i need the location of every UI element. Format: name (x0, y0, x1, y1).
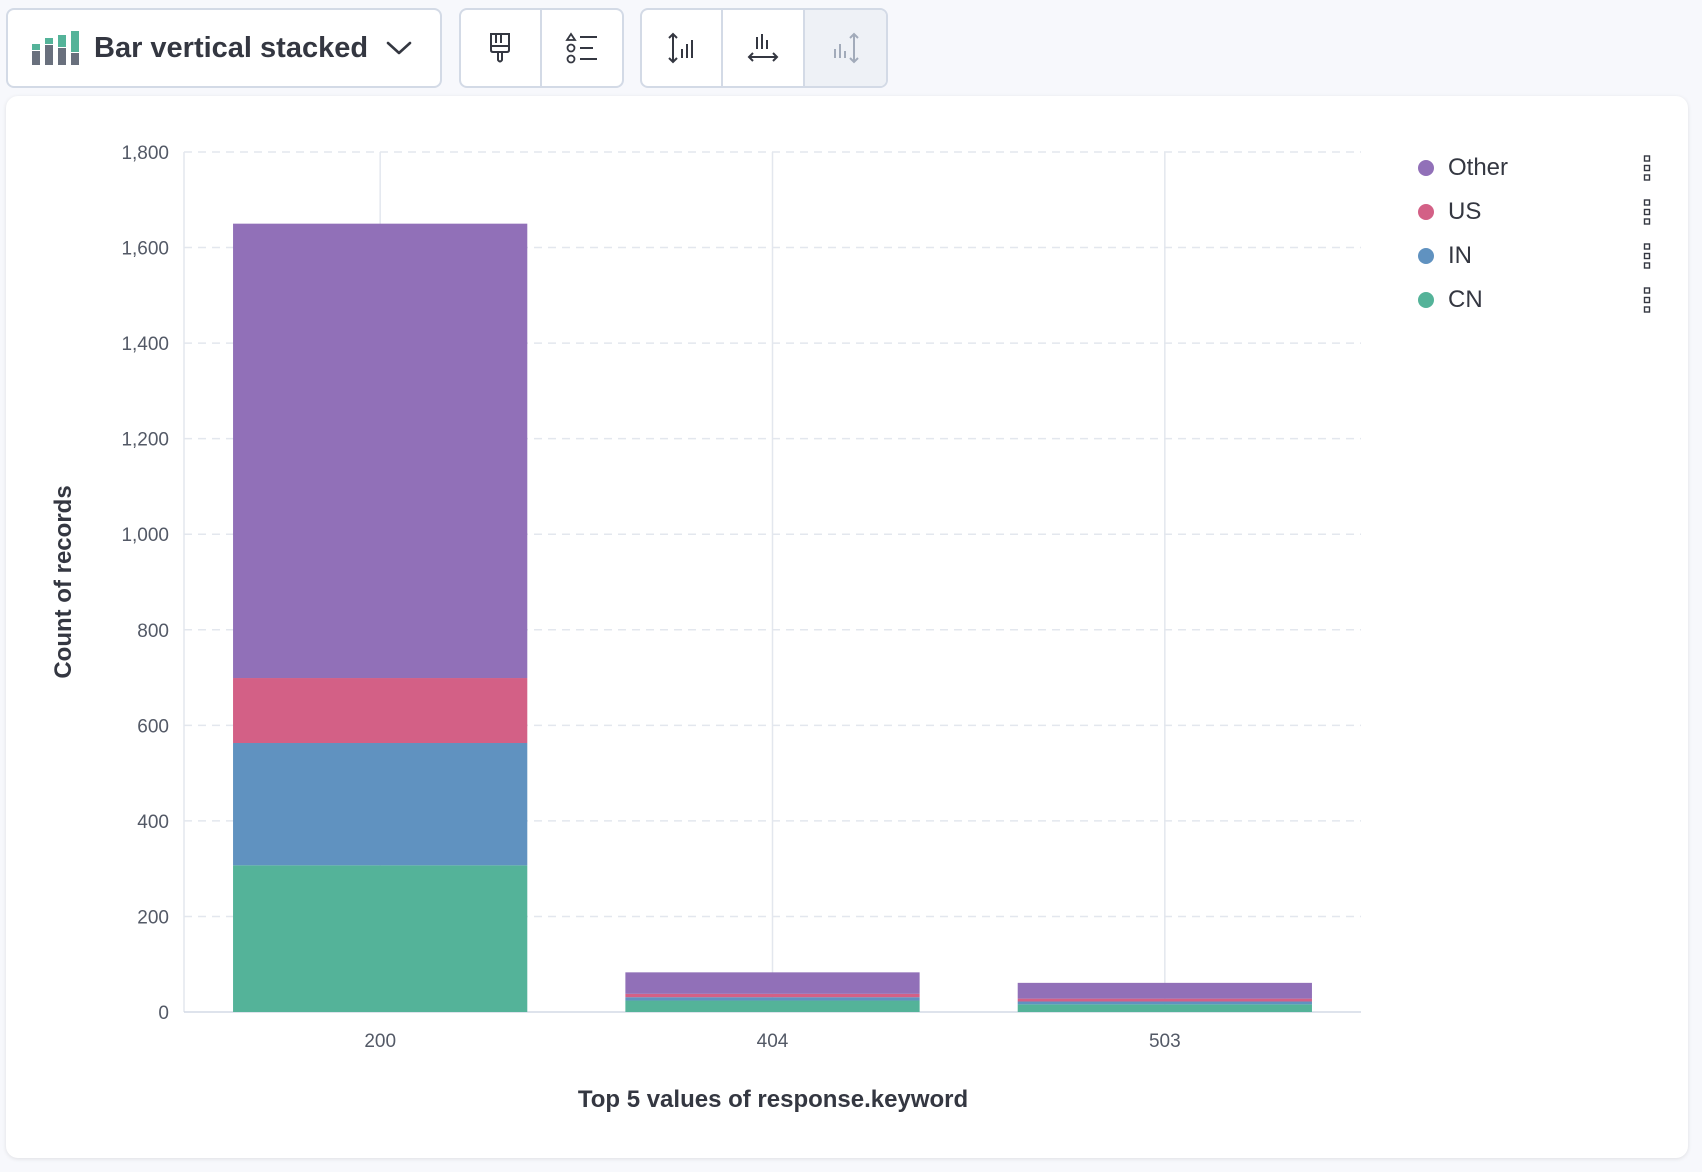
bar-segment-us-200 (233, 678, 528, 744)
legend-dot (1418, 204, 1434, 220)
legend-item[interactable]: CN (1406, 278, 1666, 322)
y-tick-label: 1,200 (121, 430, 169, 451)
bar-segment-cn-404 (625, 1000, 920, 1012)
bar-segment-us-503 (1017, 998, 1312, 1002)
bar-segment-in-404 (625, 997, 920, 1001)
y-tick-label: 600 (137, 716, 169, 737)
y-tick-label: 800 (137, 621, 169, 642)
legend-actions-icon[interactable] (1642, 154, 1652, 182)
y-axis-title: Count of records (50, 485, 77, 678)
x-tick-label: 200 (364, 1031, 396, 1052)
bar-segment-other-503 (1017, 982, 1312, 999)
chart-panel: 0 200 400 600 800 1,000 1,200 1,400 1,600 1,800 20… (6, 96, 1688, 1158)
chart-canvas: 0 200 400 600 800 1,000 1,200 1,400 1,600 1,800 20… (50, 143, 1361, 1113)
bar-segment-us-404 (625, 993, 920, 998)
left-axis-button[interactable] (642, 10, 724, 86)
bar-segment-cn-200 (233, 865, 528, 1012)
bottom-axis-button[interactable] (723, 10, 805, 86)
axis-button-group (640, 8, 888, 88)
appearance-button-group (459, 8, 624, 88)
list-settings-icon (565, 32, 597, 64)
chart-legend: Other US IN CN (1406, 146, 1666, 322)
bar-segment-in-200 (233, 743, 528, 866)
legend-item[interactable]: US (1406, 190, 1666, 234)
bar-segment-in-503 (1017, 1001, 1312, 1005)
legend-item-label: CN (1448, 286, 1483, 313)
y-tick-label: 1,600 (121, 239, 169, 260)
bar-stacked-icon (32, 31, 79, 65)
legend-actions-icon[interactable] (1642, 242, 1652, 270)
bar-segment-other-404 (625, 972, 920, 994)
legend-dot (1418, 248, 1434, 264)
legend-settings-button[interactable] (542, 10, 622, 86)
visual-options-button[interactable] (461, 10, 542, 86)
legend-item-label: IN (1448, 242, 1472, 269)
y-tick-label: 1,800 (121, 143, 169, 164)
x-tick-label: 503 (1149, 1031, 1181, 1052)
y-tick-label: 1,000 (121, 525, 169, 546)
legend-dot (1418, 292, 1434, 308)
legend-item-label: Other (1448, 154, 1509, 181)
chart-toolbar: Bar vertical stacked (0, 0, 1702, 96)
chart-type-label: Bar vertical stacked (94, 31, 369, 64)
chart-type-selector[interactable]: Bar vertical stacked (6, 8, 442, 88)
right-axis-icon (834, 32, 860, 64)
bar-segment-other-200 (233, 223, 528, 679)
paintbrush-icon (490, 33, 511, 63)
legend-actions-icon[interactable] (1642, 286, 1652, 314)
legend-actions-icon[interactable] (1642, 198, 1652, 226)
chevron-down-icon[interactable] (386, 40, 412, 56)
legend-item[interactable]: Other (1406, 146, 1666, 190)
legend-item[interactable]: IN (1406, 234, 1666, 278)
left-axis-icon (667, 32, 693, 64)
x-tick-label: 404 (757, 1031, 789, 1052)
y-tick-label: 200 (137, 907, 169, 928)
x-axis-title: Top 5 values of response.keyword (578, 1086, 968, 1113)
bar-segment-cn-503 (1017, 1004, 1312, 1012)
bottom-axis-icon (747, 34, 779, 62)
y-tick-label: 0 (158, 1003, 169, 1024)
y-tick-label: 400 (137, 812, 169, 833)
legend-item-label: US (1448, 198, 1482, 225)
y-tick-label: 1,400 (121, 334, 169, 355)
right-axis-button[interactable] (804, 10, 886, 86)
legend-dot (1418, 160, 1434, 176)
